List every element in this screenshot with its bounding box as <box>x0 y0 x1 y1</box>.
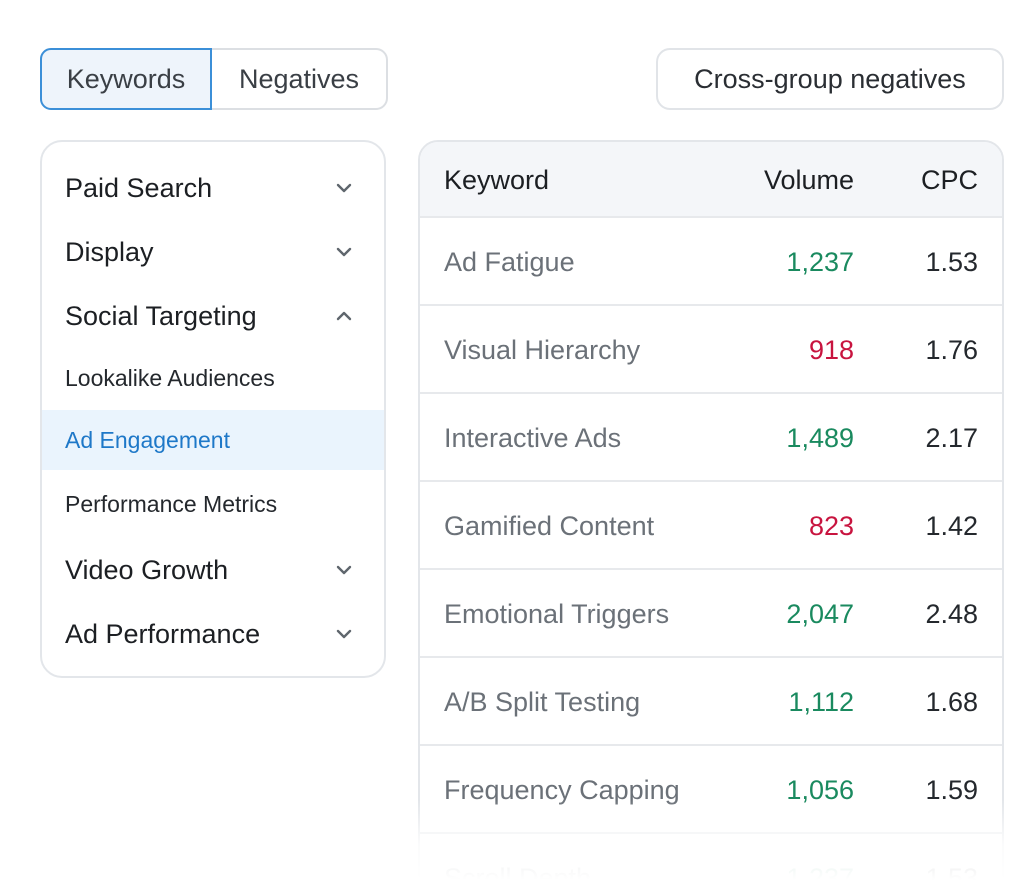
sidebar-item-paid-search[interactable]: Paid Search <box>42 162 384 214</box>
tab-keywords[interactable]: Keywords <box>40 48 212 110</box>
sidebar-item-video-growth[interactable]: Video Growth <box>42 544 384 596</box>
table-row[interactable]: Interactive Ads 1,489 2.17 <box>420 394 1002 482</box>
sidebar-item-label: Ad Performance <box>65 618 261 649</box>
tab-negatives[interactable]: Negatives <box>238 63 360 94</box>
sidebar-item-label: Display <box>65 236 154 267</box>
table-header: Keyword Volume CPC <box>420 142 1002 218</box>
cell-cpc: 1.53 <box>925 246 978 277</box>
cell-cpc: 1.59 <box>925 774 978 805</box>
sidebar-item-label: Ad Engagement <box>65 426 230 453</box>
sidebar-item-ad-performance[interactable]: Ad Performance <box>42 608 384 660</box>
column-header-keyword[interactable]: Keyword <box>444 164 550 195</box>
sidebar-item-label: Lookalike Audiences <box>65 364 275 391</box>
cell-volume: 1,489 <box>786 422 854 453</box>
table-row[interactable]: Ad Fatigue 1,237 1.53 <box>420 218 1002 306</box>
sidebar-subitem-performance-metrics[interactable]: Performance Metrics <box>42 474 384 534</box>
keyword-tabs: Keywords Negatives <box>40 48 388 110</box>
cell-cpc: 1.68 <box>925 686 978 717</box>
cell-keyword: Frequency Capping <box>444 774 680 805</box>
chevron-down-icon <box>334 560 354 580</box>
chevron-down-icon <box>334 242 354 262</box>
sidebar-item-label: Video Growth <box>65 554 229 585</box>
cell-keyword: Interactive Ads <box>444 422 622 453</box>
keyword-table: Keyword Volume CPC Ad Fatigue 1,237 1.53… <box>418 140 1004 880</box>
sidebar: Paid Search Display Social Targeting Loo… <box>40 140 386 678</box>
chevron-up-icon <box>334 306 354 326</box>
cell-cpc: 1.53 <box>925 862 978 880</box>
cell-cpc: 1.76 <box>925 334 978 365</box>
cell-volume: 1,237 <box>786 862 854 880</box>
cell-keyword: Emotional Triggers <box>444 598 670 629</box>
cell-cpc: 2.17 <box>925 422 978 453</box>
cell-volume: 1,112 <box>788 686 854 717</box>
cell-volume: 823 <box>808 510 854 541</box>
cell-volume: 1,056 <box>786 774 854 805</box>
cell-keyword: Visual Hierarchy <box>444 334 641 365</box>
sidebar-item-display[interactable]: Display <box>42 226 384 278</box>
chevron-down-icon <box>334 624 354 644</box>
cell-volume: 918 <box>808 334 854 365</box>
cell-keyword: Scroll Depth <box>444 862 592 880</box>
column-header-volume[interactable]: Volume <box>763 164 854 195</box>
cell-volume: 2,047 <box>786 598 854 629</box>
table-row[interactable]: Emotional Triggers 2,047 2.48 <box>420 570 1002 658</box>
cell-volume: 1,237 <box>786 246 854 277</box>
cell-keyword: Gamified Content <box>444 510 655 541</box>
table-row[interactable]: A/B Split Testing 1,112 1.68 <box>420 658 1002 746</box>
table-row[interactable]: Scroll Depth 1,237 1.53 <box>420 834 1002 880</box>
sidebar-item-label: Paid Search <box>65 172 213 203</box>
sidebar-subitem-ad-engagement[interactable]: Ad Engagement <box>42 410 384 470</box>
cell-cpc: 1.42 <box>925 510 978 541</box>
cross-group-negatives-button[interactable]: Cross-group negatives <box>656 48 1004 110</box>
table-row[interactable]: Visual Hierarchy 918 1.76 <box>420 306 1002 394</box>
cell-keyword: Ad Fatigue <box>444 246 575 277</box>
table-row[interactable]: Frequency Capping 1,056 1.59 <box>420 746 1002 834</box>
sidebar-item-label: Performance Metrics <box>65 490 278 517</box>
cell-cpc: 2.48 <box>925 598 978 629</box>
sidebar-subitem-lookalike-audiences[interactable]: Lookalike Audiences <box>42 348 384 408</box>
sidebar-item-label: Social Targeting <box>65 300 257 331</box>
cell-keyword: A/B Split Testing <box>444 686 641 717</box>
table-row[interactable]: Gamified Content 823 1.42 <box>420 482 1002 570</box>
column-header-cpc[interactable]: CPC <box>920 164 978 195</box>
chevron-down-icon <box>334 178 354 198</box>
sidebar-item-social-targeting[interactable]: Social Targeting <box>42 290 384 342</box>
